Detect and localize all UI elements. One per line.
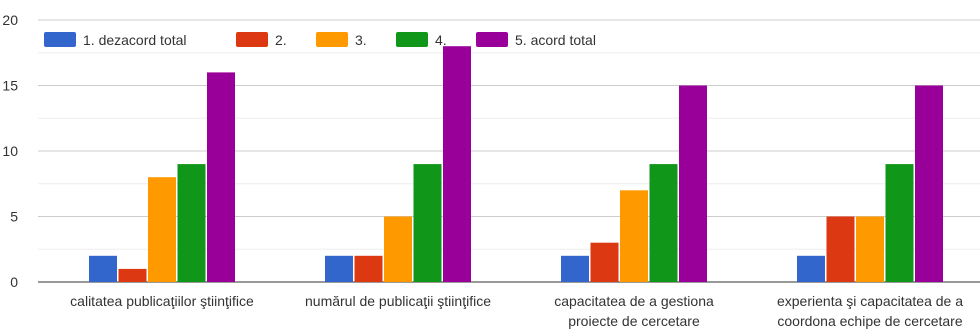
legend-label: 2. (275, 32, 287, 48)
bar (384, 216, 412, 282)
bar (177, 164, 206, 282)
y-tick-label: 0 (10, 274, 18, 290)
legend-item[interactable]: 3. (316, 32, 367, 48)
bar (915, 85, 943, 282)
bar (826, 216, 855, 282)
legend-swatch (396, 32, 428, 47)
x-tick-label: proiecte de cercetare (568, 313, 700, 329)
bar (856, 216, 884, 282)
legend-item[interactable]: 1. dezacord total (44, 32, 187, 48)
y-tick-label: 20 (2, 12, 18, 28)
legend-label: 5. acord total (515, 32, 596, 48)
x-tick-label: capacitatea de a gestiona (554, 293, 714, 309)
bar (443, 46, 471, 283)
y-axis: 0 5 10 15 20 (2, 12, 18, 290)
bar (89, 255, 117, 282)
legend[interactable]: 1. dezacord total 2. 3. 4. 5. acord total (44, 32, 596, 48)
y-tick-label: 10 (2, 143, 18, 159)
x-tick-label: numărul de publicaţii ştiinţifice (305, 293, 491, 309)
legend-item[interactable]: 2. (236, 32, 287, 48)
bar (885, 164, 914, 282)
bar (118, 268, 147, 282)
y-tick-label: 5 (10, 209, 18, 225)
legend-swatch (476, 32, 508, 47)
bar (561, 255, 589, 282)
bar (797, 255, 825, 282)
bar (590, 242, 619, 282)
legend-swatch (316, 32, 348, 47)
bar (325, 255, 353, 282)
legend-label: 4. (435, 32, 447, 48)
bars (89, 46, 943, 283)
bar (679, 85, 707, 282)
x-axis: calitatea publicaţiilor ştiinţifice număr… (70, 293, 963, 329)
bar (413, 164, 442, 282)
x-tick-label: calitatea publicaţiilor ştiinţifice (70, 293, 254, 309)
y-tick-label: 15 (2, 78, 18, 94)
bar (649, 164, 678, 282)
legend-label: 3. (355, 32, 367, 48)
legend-swatch (44, 32, 76, 47)
bar (620, 190, 648, 282)
bar (354, 255, 383, 282)
legend-label: 1. dezacord total (83, 32, 187, 48)
legend-item[interactable]: 5. acord total (476, 32, 596, 48)
x-tick-label: experienta şi capacitatea de a (777, 293, 963, 309)
legend-item[interactable]: 4. (396, 32, 447, 48)
bar (207, 72, 235, 283)
x-tick-label: coordona echipe de cercetare (777, 313, 962, 329)
bar (148, 177, 176, 282)
legend-swatch (236, 32, 268, 47)
